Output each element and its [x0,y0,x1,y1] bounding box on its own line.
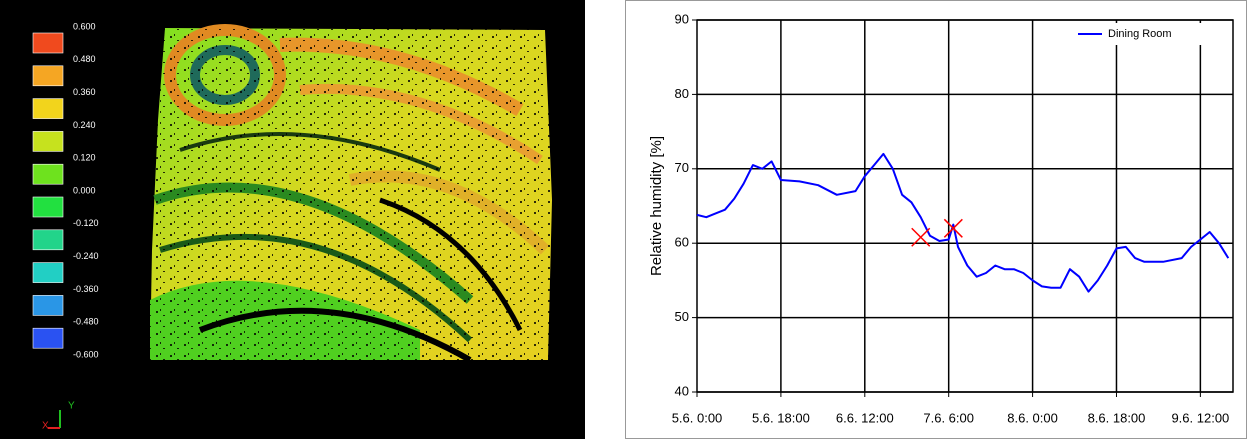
height-map-image [150,24,552,363]
scale-label: -0.360 [73,284,99,294]
y-tick-label: 60 [675,235,689,250]
scale-swatch [32,65,64,87]
scale-swatch [32,327,64,349]
scale-label: -0.120 [73,218,99,228]
axis-label-y: Y [68,401,75,412]
scale-label: 0.600 [73,21,96,31]
y-tick-label: 50 [675,309,689,324]
x-tick-label: 5.6. 0:00 [672,410,723,425]
scale-label: 0.120 [73,153,96,163]
axis-label-x: X [42,421,49,432]
x-marker [911,227,931,247]
scale-swatch [32,262,64,283]
x-tick-label: 5.6. 18:00 [752,410,810,425]
scale-swatch [32,196,64,218]
scale-swatch [32,131,64,152]
chart-frame [625,0,1247,439]
y-tick-label: 90 [675,11,689,26]
plot-frame [696,19,1234,393]
y-tick-label: 40 [675,383,689,398]
x-tick-label: 8.6. 18:00 [1088,410,1146,425]
scale-label: -0.600 [73,349,99,359]
series-line [696,152,1230,293]
scale-label: -0.480 [73,317,99,327]
axis-triad: Y X [42,401,75,432]
scale-label: -0.240 [73,251,99,261]
scale-label: 0.480 [73,54,96,64]
color-scale: 0.600 0.480 0.360 0.240 0.120 0.000 -0.120 -0.2… [32,21,99,359]
scale-swatch [32,229,64,251]
scale-swatch [32,32,64,54]
x-tick-label: 8.6. 0:00 [1007,410,1058,425]
line-chart: 40 50 60 70 80 90 5.6. 0:00 5.6. 18:00 6.6. 12:0… [648,11,1234,425]
scale-swatch [32,295,64,316]
scale-label: 0.240 [73,120,96,130]
scale-label: 0.000 [73,185,96,195]
scale-swatch [32,98,64,119]
scale-label: 0.360 [73,87,96,97]
x-tick-label: 7.6. 6:00 [923,410,974,425]
legend-box [1065,23,1230,45]
y-tick-label: 70 [675,160,689,175]
scale-swatch [32,163,64,185]
y-tick-label: 80 [675,86,689,101]
legend-label: Dining Room [1108,28,1172,40]
x-tick-label: 6.6. 12:00 [836,410,894,425]
x-marker [943,218,963,238]
x-tick-label: 9.6. 12:00 [1171,410,1229,425]
y-axis-label: Relative humidity [%] [648,136,665,276]
